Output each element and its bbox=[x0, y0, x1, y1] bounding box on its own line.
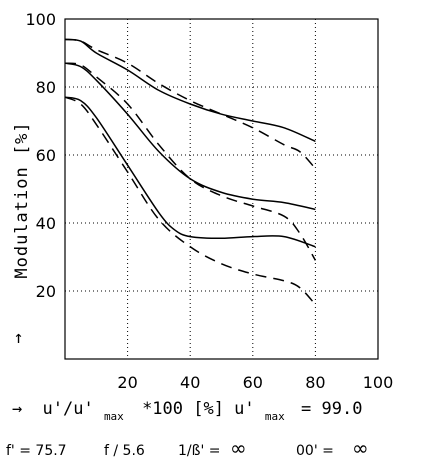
y-tick-20: 20 bbox=[36, 282, 56, 301]
footer-magnification: 1/ß' = bbox=[178, 443, 220, 459]
x-tick-80: 80 bbox=[305, 373, 325, 392]
footer-distance-value: ∞ bbox=[352, 436, 369, 459]
series-group bbox=[64, 38, 317, 306]
x-axis-sub2: max bbox=[265, 410, 285, 423]
footer-focal: f' = 75.7 bbox=[6, 443, 67, 459]
grid bbox=[65, 19, 378, 359]
footer-params: f' = 75.7 f / 5.6 1/ß' = ∞ 00' = ∞ bbox=[6, 436, 369, 459]
x-axis-tail: = 99.0 bbox=[301, 399, 362, 419]
footer-magnification-value: ∞ bbox=[230, 436, 247, 459]
y-tick-labels: 20 40 60 80 100 bbox=[25, 10, 56, 301]
x-tick-40: 40 bbox=[180, 373, 200, 392]
x-axis-mid: *100 [%] u' bbox=[142, 399, 255, 419]
x-axis-var: u'/u' bbox=[43, 399, 94, 419]
y-tick-80: 80 bbox=[36, 78, 56, 97]
x-tick-100: 100 bbox=[363, 373, 394, 392]
x-tick-20: 20 bbox=[117, 373, 137, 392]
footer-distance: 00' = bbox=[296, 443, 334, 459]
series-line-6-dashed bbox=[64, 96, 316, 306]
series-line-1-solid bbox=[64, 38, 316, 143]
footer-aperture: f / 5.6 bbox=[104, 443, 145, 459]
x-axis-sub1: max bbox=[104, 410, 124, 423]
series-line-5-solid bbox=[64, 96, 316, 248]
x-tick-labels: 20 40 60 80 100 bbox=[117, 373, 393, 392]
series-line-4-dashed bbox=[64, 62, 317, 261]
x-axis-arrow: → bbox=[12, 399, 22, 419]
y-axis-label: Modulation [%] bbox=[12, 121, 32, 278]
series-line-2-dashed bbox=[64, 38, 316, 170]
y-tick-100: 100 bbox=[25, 10, 56, 29]
x-axis-label: → u'/u' max *100 [%] u' max = 99.0 bbox=[12, 399, 362, 425]
y-axis-arrow: ↑ bbox=[13, 328, 24, 348]
y-tick-40: 40 bbox=[36, 214, 56, 233]
x-tick-60: 60 bbox=[243, 373, 263, 392]
series-line-3-solid bbox=[64, 62, 316, 211]
plot-frame bbox=[64, 18, 379, 360]
y-tick-60: 60 bbox=[36, 146, 56, 165]
